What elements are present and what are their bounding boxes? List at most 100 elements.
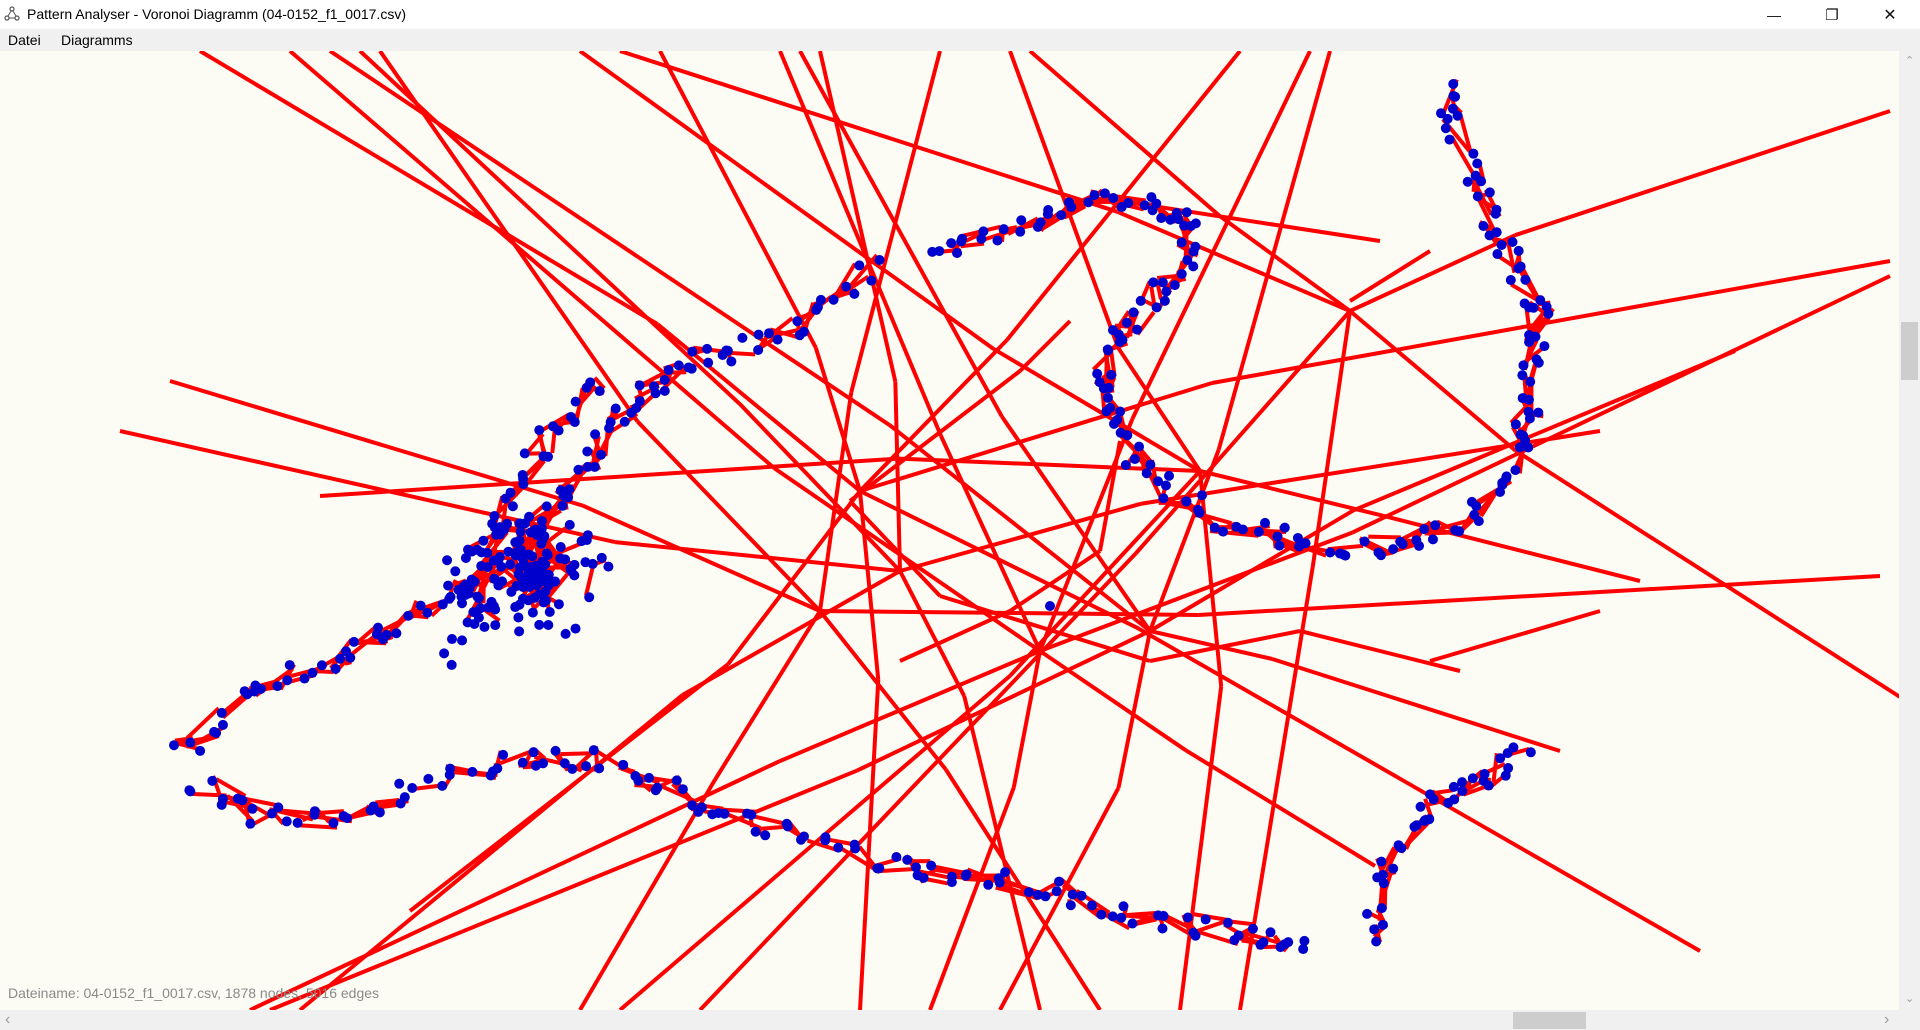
voronoi-node <box>185 737 196 748</box>
voronoi-node <box>1127 918 1138 929</box>
voronoi-node <box>798 326 809 337</box>
voronoi-node <box>525 565 536 576</box>
voronoi-node <box>478 535 489 546</box>
voronoi-node <box>517 757 528 768</box>
voronoi-edge <box>858 338 1009 493</box>
menu-datei[interactable]: Datei <box>8 32 41 48</box>
voronoi-node <box>1188 246 1199 257</box>
voronoi-node <box>1157 923 1168 934</box>
voronoi-node <box>316 660 327 671</box>
voronoi-node <box>394 778 405 789</box>
voronoi-node <box>544 607 555 618</box>
voronoi-node <box>1274 540 1285 551</box>
voronoi-node <box>634 380 645 391</box>
vertical-scrollbar[interactable] <box>1899 51 1920 1010</box>
voronoi-node <box>555 485 566 496</box>
voronoi-node <box>854 260 865 271</box>
scroll-down-icon[interactable]: ⌄ <box>1905 993 1915 1005</box>
voronoi-edge <box>619 51 1118 214</box>
voronoi-node <box>978 226 989 237</box>
voronoi-node <box>1016 215 1027 226</box>
voronoi-node <box>1161 286 1172 297</box>
voronoi-node <box>673 360 684 371</box>
voronoi-edge <box>898 570 967 698</box>
voronoi-node <box>1479 769 1490 780</box>
voronoi-edge <box>1462 784 1487 797</box>
voronoi-node <box>1467 773 1478 784</box>
voronoi-edge <box>408 662 730 913</box>
voronoi-node <box>596 449 607 460</box>
voronoi-node <box>1454 526 1465 537</box>
voronoi-node <box>1148 277 1159 288</box>
voronoi-edge <box>533 755 562 766</box>
voronoi-edge <box>849 51 942 393</box>
voronoi-node <box>309 809 320 820</box>
voronoi-node <box>902 854 913 865</box>
voronoi-node <box>961 869 972 880</box>
voronoi-edge <box>614 540 901 573</box>
voronoi-edge <box>1458 113 1474 155</box>
voronoi-node <box>1435 108 1446 119</box>
voronoi-edge <box>1352 349 1736 513</box>
voronoi-edge <box>818 391 854 612</box>
voronoi-edge <box>858 490 881 681</box>
scroll-left-icon[interactable]: ‹ <box>5 1011 11 1028</box>
voronoi-node <box>1299 935 1310 946</box>
voronoi-node <box>543 573 554 584</box>
voronoi-edge <box>185 706 221 740</box>
voronoi-node <box>1298 944 1309 955</box>
voronoi-node <box>570 623 581 634</box>
vertical-scroll-thumb[interactable] <box>1901 322 1918 380</box>
horizontal-scrollbar[interactable] <box>0 1010 1899 1030</box>
voronoi-node <box>489 511 500 522</box>
close-button[interactable]: ✕ <box>1861 0 1919 29</box>
minimize-button[interactable]: — <box>1745 0 1803 29</box>
voronoi-edges <box>119 51 1899 1010</box>
restore-button[interactable]: ❐ <box>1803 0 1861 29</box>
voronoi-edge <box>1005 51 1242 342</box>
voronoi-node <box>1083 197 1094 208</box>
voronoi-node <box>1470 170 1481 181</box>
voronoi-edge <box>1198 574 1881 617</box>
voronoi-node <box>594 386 605 397</box>
voronoi-node <box>543 619 554 630</box>
voronoi-node <box>557 500 568 511</box>
voronoi-node <box>582 461 593 472</box>
voronoi-node <box>538 597 549 608</box>
voronoi-edge <box>1119 199 1381 243</box>
voronoi-edge <box>1510 282 1541 304</box>
voronoi-node <box>1159 295 1170 306</box>
voronoi-node <box>1158 493 1169 504</box>
voronoi-node <box>1182 912 1193 923</box>
voronoi-edge <box>698 551 1138 1010</box>
voronoi-node <box>671 775 682 786</box>
voronoi-node <box>1056 210 1067 221</box>
voronoi-edge <box>1130 51 1312 420</box>
voronoi-node <box>505 559 516 570</box>
voronoi-node <box>511 580 522 591</box>
voronoi-node <box>513 568 524 579</box>
voronoi-node <box>1359 536 1370 547</box>
voronoi-node <box>1253 526 1264 537</box>
voronoi-edge <box>288 51 776 470</box>
scroll-right-icon[interactable]: › <box>1884 1011 1890 1028</box>
voronoi-node <box>1169 280 1180 291</box>
voronoi-edge <box>593 376 606 390</box>
voronoi-node <box>1181 496 1192 507</box>
voronoi-node <box>1478 221 1489 232</box>
voronoi-node <box>538 451 549 462</box>
voronoi-edge <box>524 457 544 477</box>
scroll-up-icon[interactable]: ⌃ <box>1905 55 1915 67</box>
menu-diagramms[interactable]: Diagramms <box>61 32 133 48</box>
voronoi-edge <box>525 432 545 455</box>
voronoi-node <box>603 561 614 572</box>
voronoi-canvas[interactable] <box>0 51 1899 1010</box>
voronoi-node <box>1108 193 1119 204</box>
voronoi-edge <box>778 51 943 437</box>
voronoi-node <box>255 683 266 694</box>
voronoi-node <box>492 763 503 774</box>
voronoi-node <box>550 745 561 756</box>
voronoi-node <box>496 561 507 572</box>
voronoi-node <box>463 544 474 555</box>
horizontal-scroll-thumb[interactable] <box>1513 1012 1586 1029</box>
